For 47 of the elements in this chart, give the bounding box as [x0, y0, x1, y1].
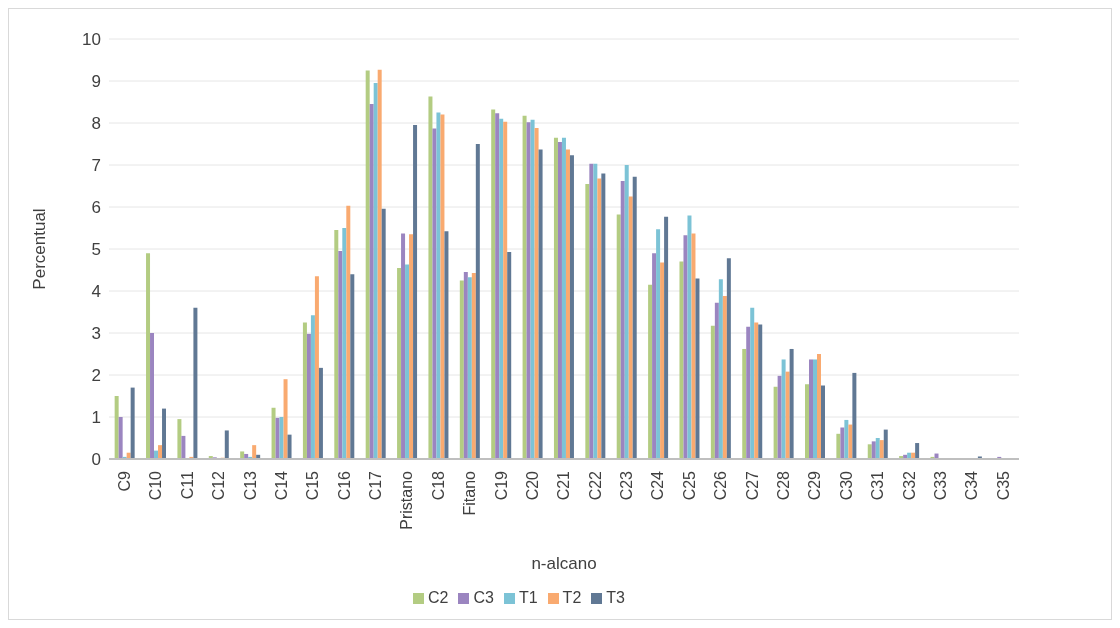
legend-label: T3 — [606, 589, 625, 606]
y-tick-label: 7 — [91, 156, 101, 176]
y-tick-label: 4 — [91, 282, 101, 302]
x-tick-label: C29 — [806, 470, 824, 501]
x-tick-label: C14 — [272, 470, 290, 501]
x-tick-label: C20 — [523, 470, 541, 501]
x-tick-label: C12 — [210, 470, 228, 501]
x-tick-label: C26 — [712, 470, 730, 501]
x-tick-label: C27 — [743, 470, 761, 501]
x-tick-label: C33 — [931, 470, 949, 501]
y-tick-label: 5 — [91, 240, 101, 260]
y-tick-label: 2 — [91, 366, 101, 386]
x-tick-label: C35 — [994, 470, 1012, 501]
x-tick-label: C22 — [586, 470, 604, 501]
x-tick-label: C16 — [335, 470, 353, 501]
x-tick-label: C34 — [963, 470, 981, 501]
x-tick-label: C24 — [649, 470, 667, 501]
x-tick-label: C28 — [775, 470, 793, 501]
x-tick-label: C18 — [429, 470, 447, 501]
legend-label: C3 — [473, 589, 494, 606]
y-tick-label: 9 — [91, 72, 101, 92]
x-tick-label: C32 — [900, 470, 918, 501]
x-tick-label: C13 — [241, 470, 259, 501]
x-tick-label: C23 — [618, 470, 636, 501]
legend-label: T1 — [518, 589, 538, 606]
x-tick-label: C31 — [869, 470, 887, 501]
x-tick-label: C30 — [837, 470, 855, 501]
x-tick-label: C25 — [680, 470, 698, 501]
x-tick-label: C11 — [178, 470, 196, 500]
x-tick-label: C9 — [116, 470, 134, 492]
x-tick-label: Fitano — [461, 470, 479, 516]
y-tick-label: 1 — [91, 408, 101, 428]
x-tick-label: C17 — [367, 470, 385, 501]
x-tick-label: C15 — [304, 470, 322, 501]
legend-label: T2 — [562, 589, 582, 606]
y-axis-title: Percentual — [30, 208, 50, 290]
y-tick-label: 3 — [91, 324, 101, 344]
y-tick-label: 8 — [91, 114, 101, 134]
x-tick-label: Pristano — [398, 470, 416, 530]
legend-label: C2 — [428, 589, 449, 606]
y-tick-label: 6 — [91, 198, 101, 218]
x-tick-label: C21 — [555, 470, 573, 501]
y-tick-label: 0 — [91, 450, 101, 470]
x-tick-label: C10 — [147, 470, 165, 501]
x-axis-title: n-alcano — [531, 554, 597, 573]
y-tick-label: 10 — [82, 30, 101, 50]
x-tick-label: C19 — [492, 470, 510, 501]
